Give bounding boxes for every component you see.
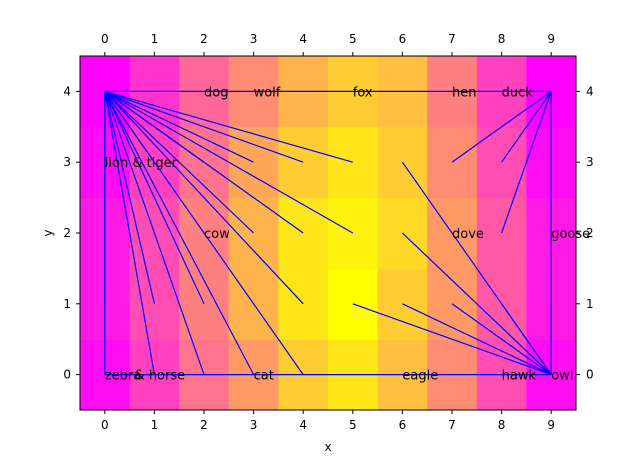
node-label: lion & tiger	[105, 156, 178, 171]
x-tick-label-top: 2	[200, 32, 208, 46]
edge-line	[104, 91, 155, 304]
x-tick-label-top: 4	[299, 32, 307, 46]
edge-line	[501, 91, 552, 234]
node-label: eagle	[402, 369, 438, 384]
edge-line	[402, 303, 552, 376]
x-tick-label-top: 3	[250, 32, 258, 46]
node-label: zebra	[105, 369, 141, 384]
edge-line	[501, 91, 552, 163]
edge-line	[104, 90, 354, 234]
x-tick-label-top: 5	[349, 32, 357, 46]
heatmap-cell	[228, 126, 279, 199]
y-tick-label: 0	[63, 368, 71, 382]
heatmap-cell	[278, 197, 329, 269]
node-label: goose	[551, 227, 590, 242]
x-tick-label: 4	[299, 418, 307, 432]
node-label: duck	[502, 85, 534, 100]
edge-line	[104, 90, 304, 163]
x-tick-label: 2	[200, 418, 208, 432]
edge-line	[104, 91, 205, 375]
x-tick-label: 3	[250, 418, 258, 432]
edge-line	[104, 90, 304, 234]
y-tick-label-right: 0	[586, 368, 594, 382]
x-tick-label: 0	[101, 418, 109, 432]
y-tick-label: 1	[63, 297, 71, 311]
x-tick-label-top: 8	[498, 32, 506, 46]
heatmap-cell	[328, 197, 379, 269]
node-label: & horse	[135, 369, 186, 384]
edge-line	[104, 91, 304, 375]
edge-line	[451, 90, 552, 163]
node-label: wolf	[254, 85, 281, 100]
x-tick-label-top: 0	[101, 32, 109, 46]
node-label: owl	[551, 369, 573, 384]
edge-line	[104, 91, 255, 375]
y-tick-label-right: 4	[586, 84, 594, 98]
edge-line	[352, 303, 552, 376]
heatmap-cell	[328, 126, 379, 199]
y-tick-label-right: 3	[586, 155, 594, 169]
heatmap-cell	[476, 197, 527, 269]
heatmap-cell	[179, 268, 230, 340]
edge-line	[451, 303, 552, 376]
node-label: hawk	[502, 369, 537, 384]
node-label: dove	[452, 227, 484, 242]
node-label: cat	[254, 369, 274, 384]
y-axis-label: y	[41, 229, 55, 236]
node-label: dog	[204, 85, 228, 100]
x-tick-label-top: 6	[399, 32, 407, 46]
x-tick-label: 6	[399, 418, 407, 432]
y-tick-label: 2	[63, 226, 71, 240]
node-label: fox	[353, 85, 373, 100]
node-label: cow	[204, 227, 230, 242]
edge-line	[501, 303, 552, 375]
x-tick-label-top: 1	[151, 32, 159, 46]
x-tick-label: 8	[498, 418, 506, 432]
x-axis-label: x	[324, 440, 331, 454]
node-labels: dog wolf fox hen duck lion & tiger cow dove goos…	[105, 85, 590, 383]
y-tick-label-right: 1	[586, 297, 594, 311]
x-tick-label-top: 7	[448, 32, 456, 46]
edge-line	[104, 91, 205, 305]
edge-line	[104, 90, 254, 163]
heatmap-cell	[278, 126, 329, 199]
y-tick-label: 4	[63, 84, 71, 98]
x-tick-label: 5	[349, 418, 357, 432]
edge-line	[401, 232, 552, 376]
edge-line	[104, 90, 353, 163]
node-label: hen	[452, 85, 476, 100]
x-tick-label-top: 9	[547, 32, 555, 46]
y-tick-label-right: 2	[586, 226, 594, 240]
x-tick-label: 1	[151, 418, 159, 432]
edge-line	[104, 90, 255, 234]
x-tick-label: 9	[547, 418, 555, 432]
edge-lines	[104, 90, 552, 376]
edge-line	[104, 90, 304, 305]
x-tick-label: 7	[448, 418, 456, 432]
y-tick-label: 3	[63, 155, 71, 169]
axis-ticks: 0 0 1 1 2 2 3 3 4 4 5 5 6 6 7 7 8 8 9 9 0 0 1 1 2 2 3 3 4 4	[63, 32, 593, 432]
heatmap-cell	[278, 268, 329, 340]
edge-line	[104, 91, 155, 375]
heatmap-cell	[228, 197, 279, 269]
